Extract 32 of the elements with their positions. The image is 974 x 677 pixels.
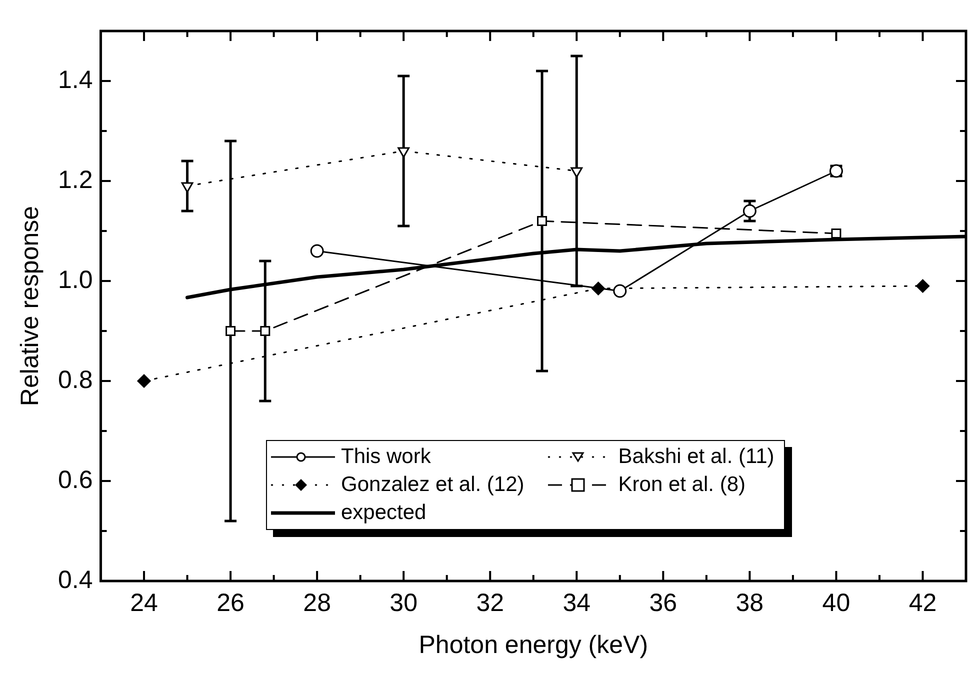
legend-label: This work [341, 444, 431, 470]
legend-label: Kron et al. (8) [618, 472, 746, 498]
y-tick-label: 1.0 [58, 266, 93, 294]
x-tick-label: 30 [390, 588, 418, 617]
point [226, 326, 236, 336]
x-tick-label: 36 [649, 588, 678, 617]
point [831, 228, 842, 238]
x-tick-label: 38 [736, 588, 764, 617]
point [137, 374, 151, 388]
y-tick-label: 0.4 [58, 566, 93, 594]
point [537, 216, 548, 226]
legend-label: expected [341, 500, 426, 526]
legend-label: Bakshi et al. (11) [618, 444, 774, 470]
x-axis-title: Photon energy (keV) [418, 630, 648, 659]
point [916, 279, 930, 293]
point [570, 167, 583, 178]
x-tick-label: 24 [130, 588, 158, 617]
y-axis-title: Relative response [16, 206, 44, 406]
point [260, 326, 270, 336]
x-tick-label: 26 [216, 588, 244, 617]
point [181, 182, 194, 193]
x-tick-label: 34 [562, 588, 591, 617]
y-tick-label: 1.4 [58, 66, 93, 94]
x-tick-label: 28 [303, 588, 331, 617]
x-tick-label: 32 [476, 588, 504, 617]
x-tick-label: 40 [822, 588, 850, 617]
legend-label: Gonzalez et al. (12) [341, 472, 524, 498]
y-tick-label: 1.2 [58, 166, 93, 194]
y-tick-label: 0.8 [58, 366, 93, 394]
x-tick-label: 42 [908, 588, 937, 617]
point [398, 147, 410, 158]
y-tick-label: 0.6 [58, 466, 93, 494]
